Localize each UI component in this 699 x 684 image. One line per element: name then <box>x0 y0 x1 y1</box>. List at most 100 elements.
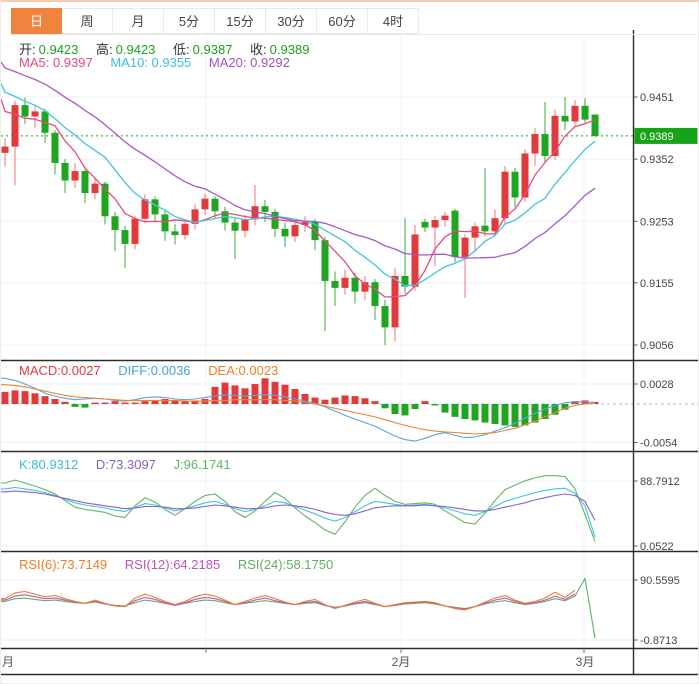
rsi-axis-label: 90.5595 <box>640 575 680 587</box>
rsi-legend: RSI(6):73.7149 RSI(12):64.2185 RSI(24):5… <box>19 557 336 572</box>
macd-hist-bar <box>191 400 199 404</box>
macd-hist-bar <box>261 378 269 404</box>
high-label: 高: <box>96 42 113 57</box>
ohlc-legend: 开: 0.9423 高: 0.9423 低: 0.9387 收: 0.9389 <box>19 39 312 58</box>
open-value: 0.9423 <box>38 42 79 57</box>
macd-hist-bar <box>511 404 519 427</box>
macd-hist-bar <box>551 404 559 415</box>
macd-hist-bar <box>211 386 219 404</box>
macd-hist-bar <box>381 404 389 409</box>
d-line <box>1 490 596 521</box>
candle-body <box>391 275 399 328</box>
candle-body <box>181 223 189 236</box>
tab-30min[interactable]: 30分 <box>266 8 317 34</box>
candle-body <box>281 228 289 237</box>
k-line <box>1 486 596 538</box>
d-value: D:73.3097 <box>95 457 156 472</box>
candle-body <box>121 230 129 244</box>
x-axis-label: 月 <box>2 655 14 669</box>
candle-body <box>51 132 59 163</box>
tab-month[interactable]: 月 <box>113 8 164 34</box>
macd-axis-label: 0.0028 <box>640 379 674 391</box>
macd-hist-bar <box>1 391 9 404</box>
candle-body <box>411 234 419 287</box>
candle-body <box>451 210 459 258</box>
candle-body <box>61 162 69 181</box>
price-axis-label: 0.9451 <box>640 92 674 104</box>
tab-week[interactable]: 周 <box>62 8 113 34</box>
price-axis-label: 0.9155 <box>640 278 674 290</box>
candle-body <box>171 231 179 236</box>
price-axis-label: 0.9253 <box>640 216 674 228</box>
tab-60min[interactable]: 60分 <box>317 8 368 34</box>
price-axis-label: 0.9352 <box>640 154 674 166</box>
macd-hist-bar <box>171 400 179 404</box>
diff-value: DIFF:0.0036 <box>118 363 191 378</box>
macd-hist-bar <box>11 390 19 404</box>
macd-hist-bar <box>141 401 149 404</box>
candle-body <box>101 183 109 217</box>
candle-body <box>501 171 509 219</box>
low-value: 0.9387 <box>192 42 233 57</box>
candle-body <box>21 105 29 117</box>
rsi6-value: RSI(6):73.7149 <box>19 557 108 572</box>
macd-hist-bar <box>491 404 499 425</box>
macd-hist-bar <box>151 400 159 404</box>
candle-body <box>481 225 489 232</box>
macd-hist-bar <box>431 404 439 406</box>
kdj-axis-label: 88.7912 <box>640 476 680 488</box>
macd-hist-bar <box>311 397 319 404</box>
rsi-axis-label: -0.8713 <box>640 635 677 647</box>
candle-body <box>321 240 329 281</box>
tab-day[interactable]: 日 <box>11 8 62 34</box>
macd-hist-bar <box>131 402 139 404</box>
current-price-tag <box>634 127 698 144</box>
macd-hist-bar <box>371 401 379 404</box>
candle-body <box>211 198 219 212</box>
candle-body <box>571 105 579 122</box>
candle-body <box>1 146 9 153</box>
candle-body <box>111 216 119 231</box>
macd-hist-bar <box>451 404 459 417</box>
tab-4hour[interactable]: 4时 <box>368 8 419 34</box>
candle-body <box>91 183 99 194</box>
candle-body <box>241 219 249 231</box>
close-value: 0.9389 <box>269 42 310 57</box>
candle-body <box>421 221 429 228</box>
tab-15min[interactable]: 15分 <box>215 8 266 34</box>
candle-body <box>461 237 469 258</box>
candle-body <box>291 225 299 237</box>
j-line <box>1 475 596 542</box>
macd-hist-bar <box>101 402 109 404</box>
kdj-axis-label: 0.0522 <box>640 541 674 553</box>
macd-hist-bar <box>521 404 529 426</box>
x-axis-label: 3月 <box>576 655 595 669</box>
ma-legend: MA5: 0.9397 MA10: 0.9355 MA20: 0.9292 <box>19 55 293 70</box>
candle-body <box>251 206 259 220</box>
macd-hist-bar <box>111 401 119 404</box>
candle-body <box>531 134 539 154</box>
low-label: 低: <box>173 42 190 57</box>
candle-body <box>261 206 269 212</box>
macd-hist-bar <box>161 398 169 404</box>
x-axis-label: 2月 <box>392 655 411 669</box>
macd-hist-bar <box>471 404 479 421</box>
candle-body <box>401 275 409 287</box>
candle-body <box>71 171 79 181</box>
macd-hist-bar <box>351 396 359 404</box>
macd-legend: MACD:0.0027 DIFF:0.0036 DEA:0.0023 <box>19 363 281 378</box>
ma5-value: MA5: 0.9397 <box>19 55 93 70</box>
macd-hist-bar <box>481 404 489 423</box>
macd-hist-bar <box>321 399 329 404</box>
tab-5min[interactable]: 5分 <box>164 8 215 34</box>
macd-hist-bar <box>331 397 339 404</box>
ma5-line <box>1 98 596 298</box>
candle-body <box>521 153 529 198</box>
candle-body <box>491 218 499 232</box>
candle-body <box>511 171 519 198</box>
k-value: K:80.9312 <box>19 457 79 472</box>
macd-hist-bar <box>281 384 289 404</box>
candle-body <box>541 134 549 157</box>
macd-axis-label: -0.0054 <box>640 438 677 450</box>
